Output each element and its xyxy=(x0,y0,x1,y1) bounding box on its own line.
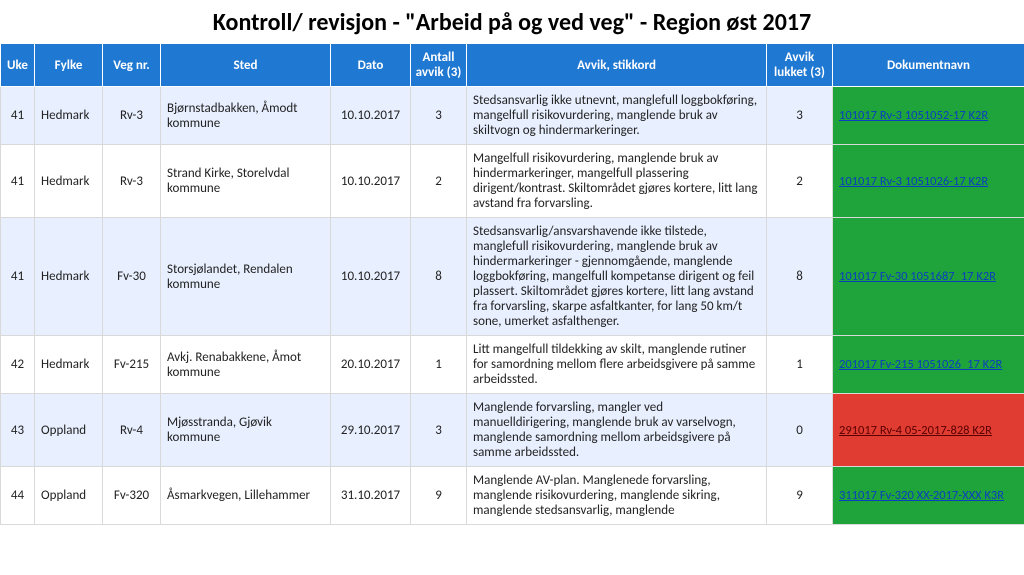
cell-dokumentnavn: 101017 Rv-3 1051026-17 K2R xyxy=(833,145,1024,218)
cell-lukket: 9 xyxy=(767,467,833,525)
cell-antall: 2 xyxy=(411,145,467,218)
col-dok: Dokumentnavn xyxy=(833,44,1024,87)
table-header-row: Uke Fylke Veg nr. Sted Dato Antall avvik… xyxy=(1,44,1024,87)
cell-stikkord: Mangelfull risikovurdering, manglende br… xyxy=(467,145,767,218)
cell-veg: Fv-30 xyxy=(103,218,161,336)
cell-dato: 29.10.2017 xyxy=(331,394,411,467)
cell-sted: Strand Kirke, Storelvdal kommune xyxy=(161,145,331,218)
cell-fylke: Oppland xyxy=(35,467,103,525)
cell-uke: 42 xyxy=(1,336,35,394)
cell-stikkord: Manglende forvarsling, mangler ved manue… xyxy=(467,394,767,467)
table-row: 41HedmarkRv-3Bjørnstadbakken, Åmodt komm… xyxy=(1,87,1024,145)
col-lukket: Avvik lukket (3) xyxy=(767,44,833,87)
cell-veg: Fv-320 xyxy=(103,467,161,525)
cell-dokumentnavn: 291017 Rv-4 05-2017-828 K2R xyxy=(833,394,1024,467)
page-title: Kontroll/ revisjon - "Arbeid på og ved v… xyxy=(0,8,1024,37)
cell-fylke: Hedmark xyxy=(35,87,103,145)
col-antall: Antall avvik (3) xyxy=(411,44,467,87)
cell-fylke: Oppland xyxy=(35,394,103,467)
cell-stikkord: Litt mangelfull tildekking av skilt, man… xyxy=(467,336,767,394)
col-uke: Uke xyxy=(1,44,35,87)
cell-dato: 10.10.2017 xyxy=(331,87,411,145)
table-row: 41HedmarkFv-30Storsjølandet, Rendalen ko… xyxy=(1,218,1024,336)
report-page: Kontroll/ revisjon - "Arbeid på og ved v… xyxy=(0,0,1024,575)
document-link[interactable]: 311017 Fv-320 XX-2017-XXX K3R xyxy=(839,488,1004,503)
cell-antall: 1 xyxy=(411,336,467,394)
cell-uke: 41 xyxy=(1,145,35,218)
cell-dato: 31.10.2017 xyxy=(331,467,411,525)
cell-lukket: 8 xyxy=(767,218,833,336)
table-row: 44OpplandFv-320Åsmarkvegen, Lillehammer3… xyxy=(1,467,1024,525)
cell-lukket: 0 xyxy=(767,394,833,467)
cell-stikkord: Manglende AV-plan. Manglenede forvarslin… xyxy=(467,467,767,525)
cell-fylke: Hedmark xyxy=(35,336,103,394)
cell-antall: 9 xyxy=(411,467,467,525)
document-link[interactable]: 201017 Fv-215 1051026_17 K2R xyxy=(839,357,1002,372)
cell-sted: Storsjølandet, Rendalen kommune xyxy=(161,218,331,336)
cell-veg: Rv-3 xyxy=(103,145,161,218)
cell-lukket: 2 xyxy=(767,145,833,218)
cell-veg: Fv-215 xyxy=(103,336,161,394)
cell-sted: Bjørnstadbakken, Åmodt kommune xyxy=(161,87,331,145)
cell-antall: 3 xyxy=(411,394,467,467)
document-link[interactable]: 101017 Fv-30 1051687_17 K2R xyxy=(839,269,996,284)
cell-dato: 10.10.2017 xyxy=(331,145,411,218)
document-link[interactable]: 101017 Rv-3 1051052-17 K2R xyxy=(839,108,988,123)
cell-antall: 8 xyxy=(411,218,467,336)
cell-stikkord: Stedsansvarlig ikke utnevnt, manglefull … xyxy=(467,87,767,145)
col-veg: Veg nr. xyxy=(103,44,161,87)
cell-lukket: 3 xyxy=(767,87,833,145)
cell-uke: 43 xyxy=(1,394,35,467)
cell-stikkord: Stedsansvarlig/ansvarshavende ikke tilst… xyxy=(467,218,767,336)
cell-sted: Åsmarkvegen, Lillehammer xyxy=(161,467,331,525)
cell-dokumentnavn: 101017 Fv-30 1051687_17 K2R xyxy=(833,218,1024,336)
cell-lukket: 1 xyxy=(767,336,833,394)
table-row: 42HedmarkFv-215Avkj. Renabakkene, Åmot k… xyxy=(1,336,1024,394)
col-stikkord: Avvik, stikkord xyxy=(467,44,767,87)
col-dato: Dato xyxy=(331,44,411,87)
cell-dokumentnavn: 311017 Fv-320 XX-2017-XXX K3R xyxy=(833,467,1024,525)
table-row: 43OpplandRv-4Mjøsstranda, Gjøvik kommune… xyxy=(1,394,1024,467)
cell-veg: Rv-4 xyxy=(103,394,161,467)
cell-uke: 44 xyxy=(1,467,35,525)
cell-dokumentnavn: 101017 Rv-3 1051052-17 K2R xyxy=(833,87,1024,145)
cell-dokumentnavn: 201017 Fv-215 1051026_17 K2R xyxy=(833,336,1024,394)
inspection-table: Uke Fylke Veg nr. Sted Dato Antall avvik… xyxy=(0,43,1024,525)
document-link[interactable]: 101017 Rv-3 1051026-17 K2R xyxy=(839,174,988,189)
cell-sted: Avkj. Renabakkene, Åmot kommune xyxy=(161,336,331,394)
cell-dato: 10.10.2017 xyxy=(331,218,411,336)
cell-fylke: Hedmark xyxy=(35,218,103,336)
cell-veg: Rv-3 xyxy=(103,87,161,145)
cell-uke: 41 xyxy=(1,218,35,336)
cell-sted: Mjøsstranda, Gjøvik kommune xyxy=(161,394,331,467)
col-sted: Sted xyxy=(161,44,331,87)
col-fylke: Fylke xyxy=(35,44,103,87)
document-link[interactable]: 291017 Rv-4 05-2017-828 K2R xyxy=(839,423,992,438)
cell-fylke: Hedmark xyxy=(35,145,103,218)
cell-antall: 3 xyxy=(411,87,467,145)
cell-dato: 20.10.2017 xyxy=(331,336,411,394)
table-row: 41HedmarkRv-3Strand Kirke, Storelvdal ko… xyxy=(1,145,1024,218)
cell-uke: 41 xyxy=(1,87,35,145)
